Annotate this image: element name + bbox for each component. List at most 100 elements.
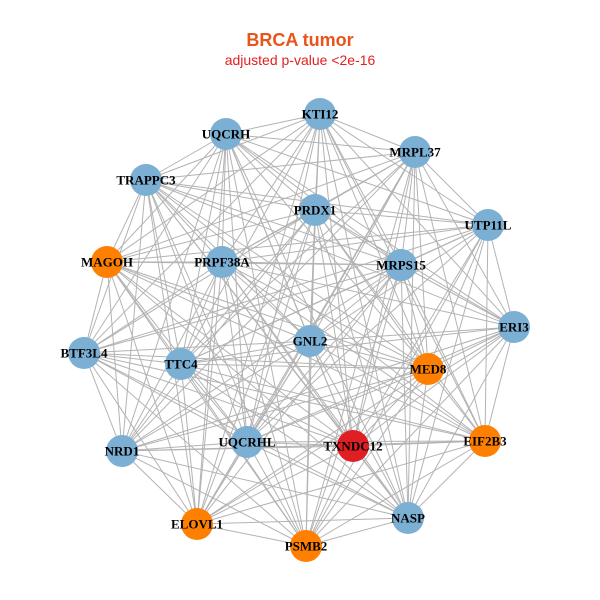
edge-TRAPPC3-PRDX1 [145, 179, 316, 211]
node-NASP[interactable]: NASP [391, 502, 425, 534]
edge-PRDX1-BTF3L4 [83, 209, 316, 354]
node-MED8[interactable]: MED8 [410, 353, 447, 385]
node-PSMB2[interactable]: PSMB2 [285, 530, 328, 562]
edge-MRPS15-EIF2B3 [400, 264, 486, 442]
edge-KTI12-TTC4 [180, 113, 321, 365]
edge-PRDX1-EIF2B3 [314, 209, 486, 442]
node-label: PRPF38A [194, 255, 250, 270]
edge-TTC4-TXNDC12 [180, 363, 354, 447]
edge-KTI12-MRPS15 [319, 113, 402, 266]
edge-KTI12-ERI3 [319, 113, 515, 328]
edge-MED8-UQCRHL [246, 368, 429, 443]
node-label: MRPS15 [376, 258, 426, 273]
edge-MRPS15-UQCRHL [246, 264, 402, 443]
edge-PRPF38A-MRPS15 [221, 261, 402, 266]
edge-ERI3-EIF2B3 [484, 326, 515, 442]
edge-TRAPPC3-ERI3 [145, 179, 515, 328]
edge-UTP11L-MED8 [427, 224, 489, 370]
edge-TTC4-ELOVL1 [180, 363, 198, 525]
edge-TTC4-NRD1 [121, 363, 182, 452]
node-UTP11L[interactable]: UTP11L [465, 209, 512, 241]
edge-UTP11L-EIF2B3 [484, 224, 489, 442]
edge-NRD1-EIF2B3 [121, 440, 486, 452]
node-label: EIF2B3 [463, 434, 507, 449]
node-MRPS15[interactable]: MRPS15 [376, 249, 426, 281]
node-label: PRDX1 [294, 203, 337, 218]
edge-PRPF38A-ERI3 [221, 261, 515, 328]
node-MAGOH[interactable]: MAGOH [81, 246, 133, 278]
edge-KTI12-UQCRH [225, 113, 321, 135]
edge-KTI12-MED8 [319, 113, 429, 370]
edge-MRPL37-TXNDC12 [352, 151, 416, 447]
node-PRPF38A[interactable]: PRPF38A [194, 246, 250, 278]
edge-PRDX1-NASP [314, 209, 409, 519]
node-label: MED8 [410, 362, 447, 377]
edge-PRPF38A-BTF3L4 [83, 261, 223, 354]
edge-MRPS15-PSMB2 [305, 264, 402, 547]
node-MRPL37[interactable]: MRPL37 [389, 136, 441, 168]
edge-KTI12-NASP [319, 113, 409, 519]
node-ERI3[interactable]: ERI3 [498, 311, 530, 343]
node-BTF3L4[interactable]: BTF3L4 [61, 337, 108, 369]
edge-MED8-TXNDC12 [352, 368, 429, 447]
node-NRD1[interactable]: NRD1 [105, 435, 140, 467]
edge-UTP11L-UQCRHL [246, 224, 489, 443]
edge-BTF3L4-UQCRHL [83, 352, 248, 443]
node-TXNDC12[interactable]: TXNDC12 [323, 430, 383, 462]
edge-UQCRHL-TXNDC12 [246, 441, 354, 447]
edge-MRPL37-NASP [407, 151, 416, 519]
node-circle [299, 194, 331, 226]
node-TTC4[interactable]: TTC4 [164, 348, 198, 380]
network-title: BRCA tumor [246, 30, 354, 50]
edge-UTP11L-BTF3L4 [83, 224, 489, 354]
edge-UQCRH-NRD1 [121, 133, 227, 452]
node-label: GNL2 [293, 334, 328, 349]
node-label: ELOVL1 [171, 517, 223, 532]
edge-BTF3L4-MED8 [83, 352, 429, 370]
node-PRDX1[interactable]: PRDX1 [294, 194, 337, 226]
edge-PRPF38A-GNL2 [221, 261, 311, 342]
edge-TXNDC12-EIF2B3 [352, 440, 486, 447]
node-circle [231, 426, 263, 458]
edge-NRD1-PSMB2 [121, 450, 307, 547]
edge-MRPS15-MED8 [400, 264, 429, 370]
node-KTI12[interactable]: KTI12 [302, 98, 339, 130]
edge-ERI3-GNL2 [309, 326, 515, 342]
edge-PRDX1-PRPF38A [221, 209, 316, 263]
edge-TRAPPC3-NRD1 [121, 179, 147, 452]
edge-MAGOH-MED8 [106, 261, 429, 370]
edge-UTP11L-PRPF38A [221, 224, 489, 263]
edge-GNL2-BTF3L4 [83, 340, 311, 354]
node-circle [206, 246, 238, 278]
edge-UTP11L-ERI3 [487, 224, 515, 328]
edge-BTF3L4-ELOVL1 [83, 352, 198, 525]
edge-KTI12-PRPF38A [221, 113, 321, 263]
edge-MED8-PSMB2 [305, 368, 429, 547]
edge-NRD1-UQCRHL [121, 441, 248, 452]
node-label: TXNDC12 [323, 439, 382, 454]
edge-TTC4-UQCRHL [180, 363, 248, 443]
node-TRAPPC3[interactable]: TRAPPC3 [116, 164, 176, 196]
edge-MED8-NRD1 [121, 368, 429, 452]
edge-UQCRHL-ELOVL1 [196, 441, 248, 525]
node-ELOVL1[interactable]: ELOVL1 [171, 508, 223, 540]
edge-EIF2B3-NASP [407, 440, 486, 519]
node-circle [68, 337, 100, 369]
node-label: TTC4 [164, 357, 198, 372]
node-circle [385, 249, 417, 281]
node-circle [469, 425, 501, 457]
node-GNL2[interactable]: GNL2 [293, 325, 328, 357]
node-circle [91, 246, 123, 278]
node-UQCRHL[interactable]: UQCRHL [218, 426, 276, 458]
node-circle [412, 353, 444, 385]
edge-EIF2B3-PSMB2 [305, 440, 486, 547]
node-UQCRH[interactable]: UQCRH [202, 118, 250, 150]
edge-PRDX1-MAGOH [106, 209, 316, 263]
edge-ERI3-TXNDC12 [352, 326, 515, 447]
edge-MRPL37-PSMB2 [305, 151, 416, 547]
node-EIF2B3[interactable]: EIF2B3 [463, 425, 507, 457]
edge-BTF3L4-EIF2B3 [83, 352, 486, 442]
edge-UQCRH-UQCRHL [225, 133, 248, 443]
node-label: NASP [391, 511, 425, 526]
